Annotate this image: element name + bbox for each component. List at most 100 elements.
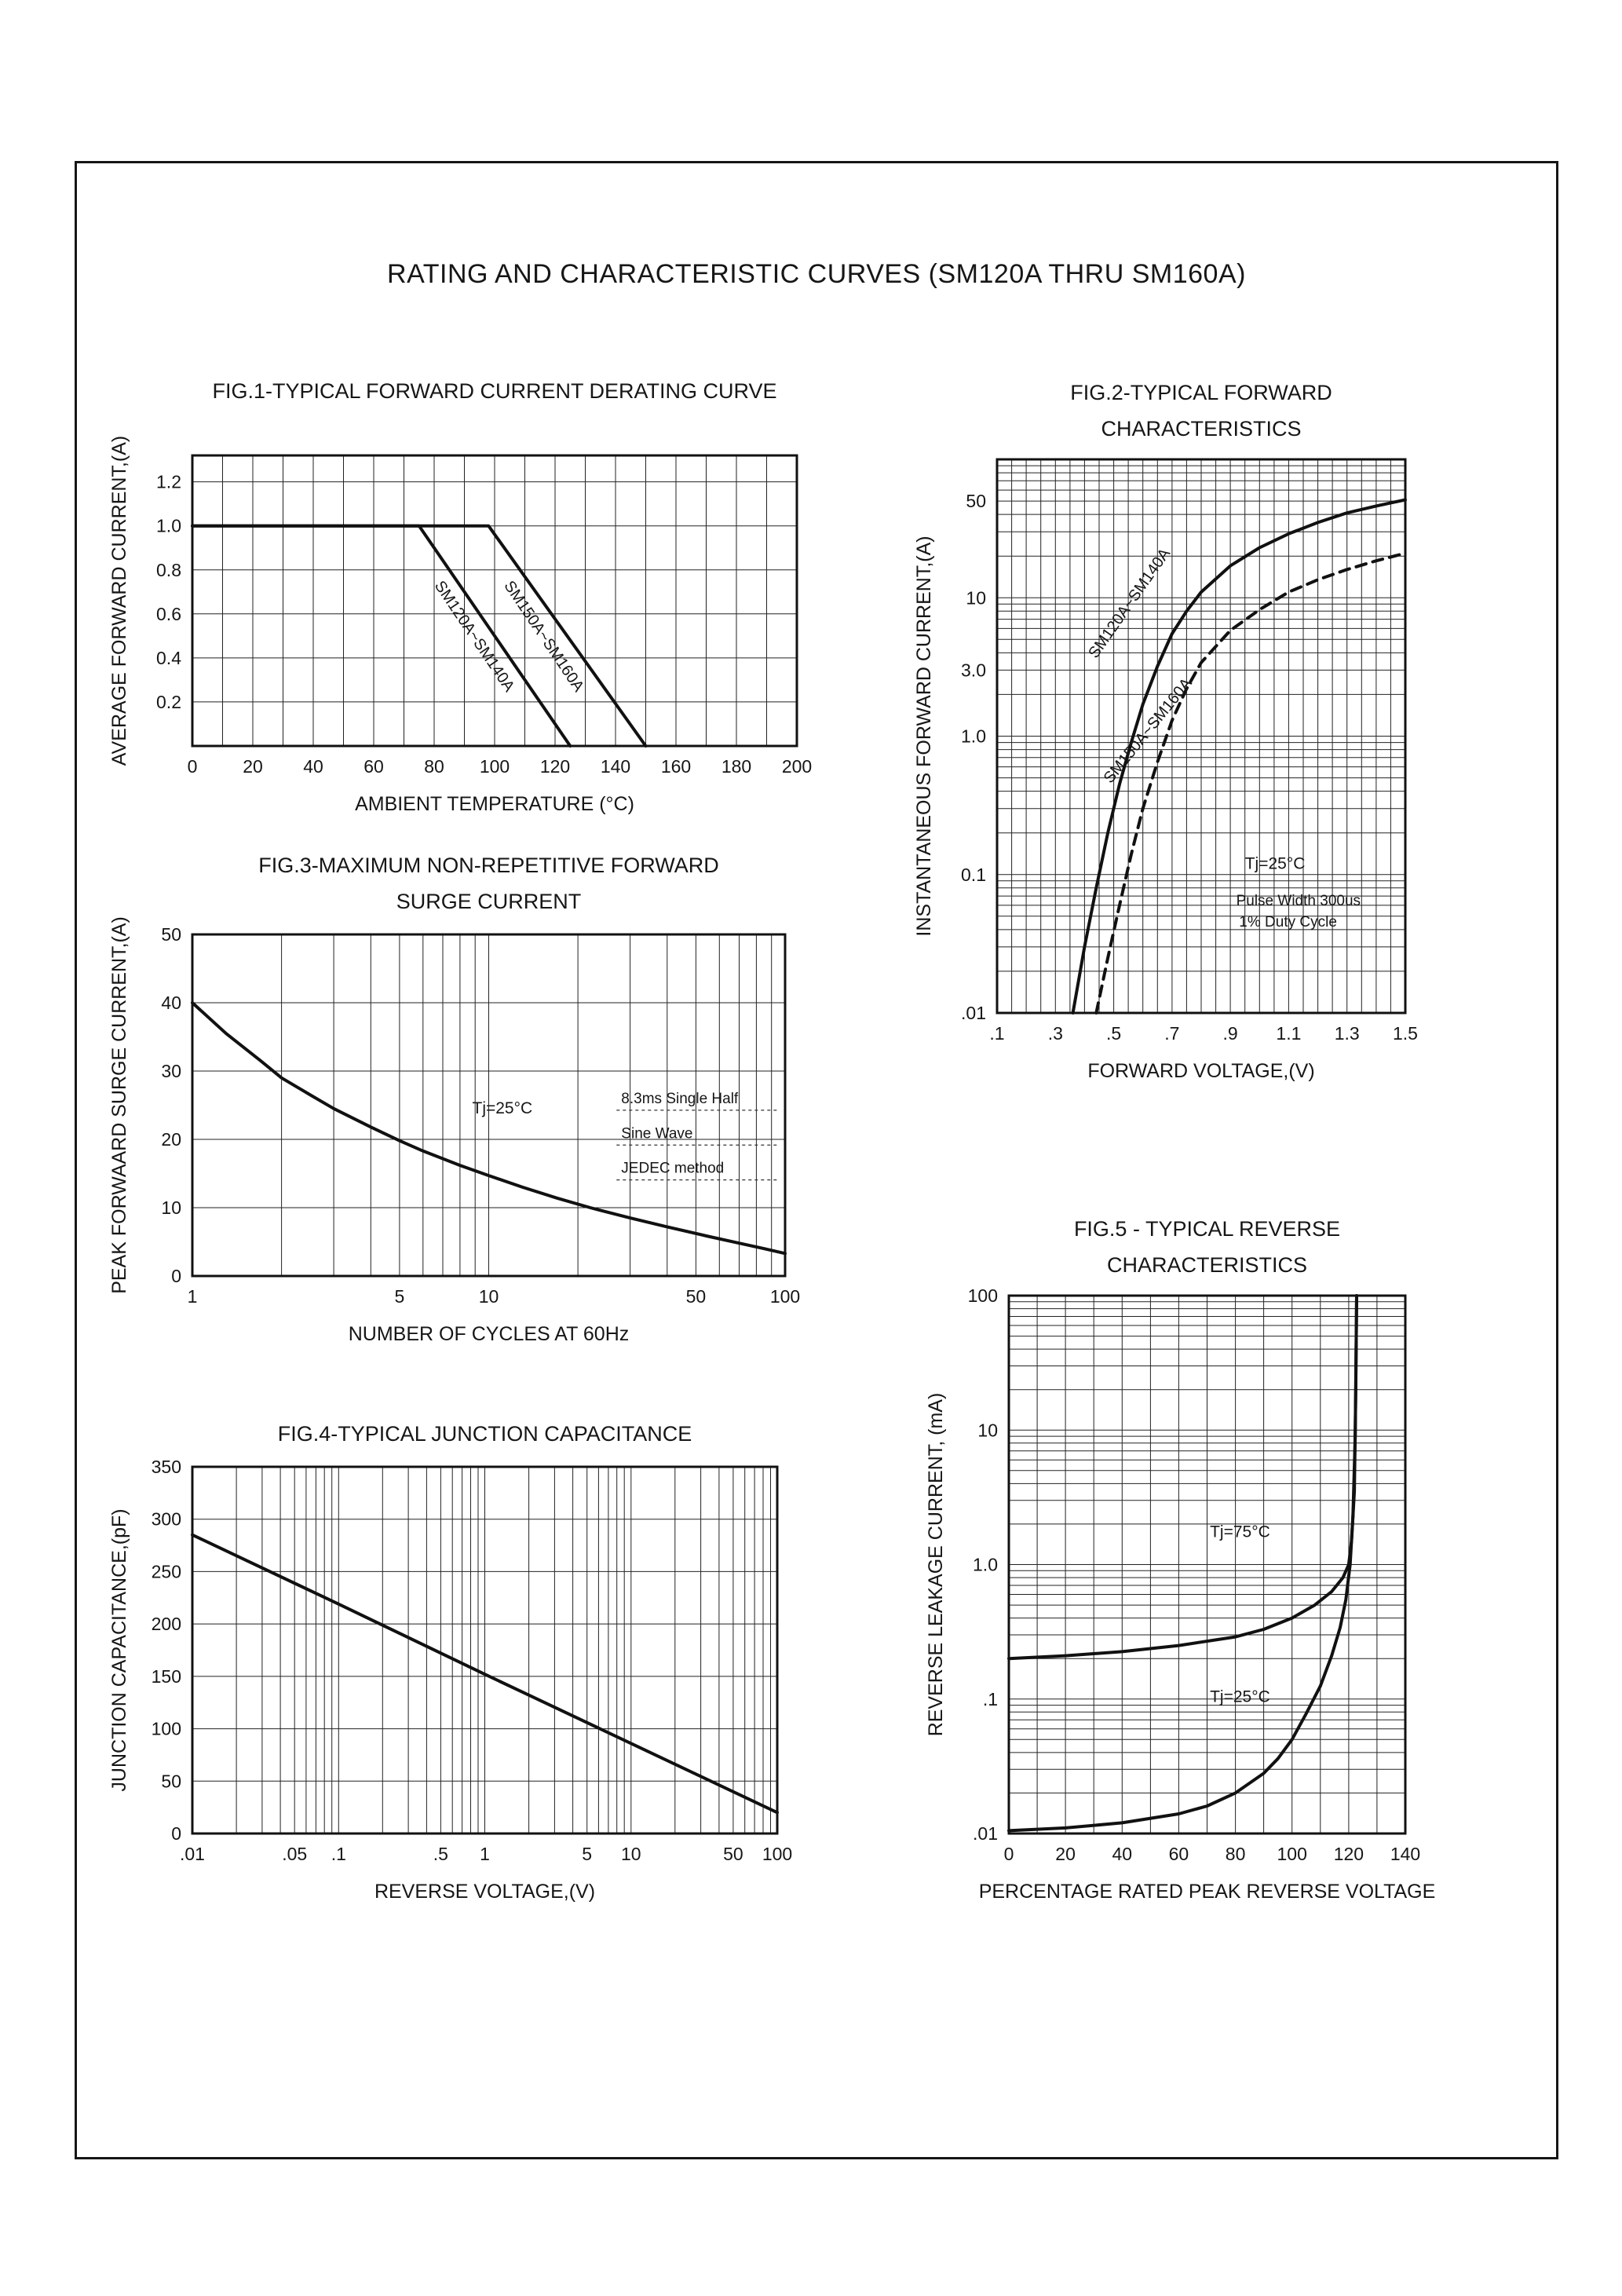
fig3-title: FIG.3-MAXIMUM NON-REPETITIVE FORWARD SUR…: [192, 848, 785, 920]
plot-border: [995, 458, 1407, 1015]
x-tick-label: 0: [1004, 1844, 1014, 1864]
y-tick-label: 0: [171, 1266, 181, 1286]
x-tick-label: 40: [1112, 1844, 1133, 1864]
y-tick-label: 1.0: [961, 726, 986, 747]
y-tick-label: 250: [152, 1561, 181, 1581]
y-tick-label: 150: [152, 1666, 181, 1687]
x-tick-label: 140: [601, 756, 630, 777]
plot-border: [191, 454, 798, 748]
y-tick-label: 3.0: [961, 660, 986, 680]
x-tick-label: .7: [1164, 1023, 1179, 1044]
annotation-text: 1% Duty Cycle: [1239, 914, 1337, 930]
series-curve: [1094, 551, 1407, 1015]
annotation-text: Sine Wave: [621, 1125, 692, 1142]
x-tick-label: 60: [363, 756, 384, 777]
x-tick-label: 1.1: [1276, 1023, 1301, 1044]
y-tick-label: 10: [161, 1197, 181, 1218]
x-axis-label: NUMBER OF CYCLES AT 60Hz: [349, 1323, 630, 1345]
x-tick-label: 20: [1055, 1844, 1076, 1864]
y-tick-label: 0.4: [156, 648, 181, 668]
annotation-text: Tj=75°C: [1210, 1523, 1270, 1541]
x-tick-label: 140: [1390, 1844, 1420, 1864]
annotation-text: Pulse Width 300us: [1237, 893, 1361, 909]
y-tick-label: 50: [161, 924, 181, 945]
plot-border: [1007, 1294, 1407, 1835]
y-tick-label: 50: [966, 491, 986, 511]
x-tick-label: 20: [243, 756, 263, 777]
fig1-derating-chart: 0 20 40 60 80 100 120 140 160 180 200 0.2 0.4 0.6 0.8 1…: [108, 436, 812, 815]
x-tick-label: 50: [723, 1844, 743, 1864]
x-axis-label: FORWARD VOLTAGE,(V): [1087, 1060, 1314, 1082]
y-tick-label: .01: [973, 1823, 998, 1844]
x-tick-label: 10: [621, 1844, 641, 1864]
x-tick-label: 1: [480, 1844, 490, 1864]
series-curve: [1007, 1294, 1358, 1833]
series-curve: [191, 524, 648, 748]
page-title: RATING AND CHARACTERISTIC CURVES (SM120A…: [387, 259, 1246, 289]
x-tick-label: .5: [433, 1844, 448, 1864]
y-tick-label: 20: [161, 1129, 181, 1150]
x-axis-label: PERCENTAGE RATED PEAK REVERSE VOLTAGE: [979, 1881, 1436, 1903]
y-tick-label: 40: [161, 993, 181, 1013]
fig1-title-line1: FIG.1-TYPICAL FORWARD CURRENT DERATING C…: [212, 379, 777, 403]
fig1-title: FIG.1-TYPICAL FORWARD CURRENT DERATING C…: [192, 374, 797, 410]
y-tick-label: 30: [161, 1061, 181, 1081]
annotation-text: Tj=25°C: [473, 1099, 533, 1117]
fig3-title-line1: FIG.3-MAXIMUM NON-REPETITIVE FORWARD: [258, 854, 719, 877]
x-tick-label: 60: [1169, 1844, 1189, 1864]
fig3-title-line2: SURGE CURRENT: [396, 889, 582, 913]
y-tick-label: 100: [152, 1719, 181, 1739]
x-tick-label: 50: [686, 1286, 707, 1307]
x-tick-label: 5: [395, 1286, 405, 1307]
x-tick-label: 120: [1334, 1844, 1364, 1864]
y-tick-label: 100: [968, 1285, 998, 1306]
fig2-title: FIG.2-TYPICAL FORWARD CHARACTERISTICS: [974, 375, 1429, 448]
fig3-surge-current-chart: 1 5 10 50 100 0 10 20 30 40 50 NUMBER OF CYCLES AT …: [108, 916, 800, 1345]
x-tick-label: .1: [989, 1023, 1004, 1044]
series-curve: [191, 1533, 779, 1815]
x-tick-label: 120: [540, 756, 570, 777]
y-axis-label: INSTANTANEOUS FORWARD CURRENT,(A): [913, 536, 935, 936]
x-tick-label: .1: [331, 1844, 346, 1864]
x-tick-label: 40: [303, 756, 323, 777]
fig4-title-line1: FIG.4-TYPICAL JUNCTION CAPACITANCE: [277, 1422, 692, 1446]
fig4-junction-capacitance-chart: .01 .05 .1 .5 1 5 10 50 100 0 50 100 150 200 250 300 350…: [108, 1457, 792, 1903]
x-tick-label: 80: [1226, 1844, 1246, 1864]
y-tick-label: 350: [152, 1457, 181, 1477]
y-tick-label: 1.0: [156, 516, 181, 536]
y-tick-label: 0.8: [156, 560, 181, 580]
y-tick-label: 50: [161, 1771, 181, 1791]
y-tick-label: 1.2: [156, 472, 181, 492]
y-tick-label: 1.0: [973, 1555, 998, 1575]
x-tick-label: 100: [762, 1844, 792, 1864]
x-tick-label: 200: [782, 756, 812, 777]
fig5-reverse-characteristics-chart: 0 20 40 60 80 100 120 140 100 10 1.0 .1 .01 PERCENTAG…: [925, 1285, 1436, 1903]
plot-border: [191, 1465, 779, 1835]
y-tick-label: .1: [983, 1689, 998, 1709]
y-axis-label: AVERAGE FORWARD CURRENT,(A): [108, 436, 130, 766]
x-tick-label: 100: [480, 756, 510, 777]
y-axis-label: JUNCTION CAPACITANCE,(pF): [108, 1508, 130, 1791]
fig5-title: FIG.5 - TYPICAL REVERSE CHARACTERISTICS: [985, 1212, 1429, 1284]
x-tick-label: 10: [479, 1286, 499, 1307]
x-tick-label: 80: [424, 756, 444, 777]
x-tick-label: 1: [188, 1286, 198, 1307]
y-tick-label: 200: [152, 1614, 181, 1634]
x-tick-label: 100: [1277, 1844, 1307, 1864]
page-border: [75, 161, 1558, 2159]
annotation-text: SM120A~SM140A: [431, 578, 518, 696]
x-tick-label: 100: [770, 1286, 800, 1307]
y-tick-label: 0.2: [156, 692, 181, 712]
x-tick-label: 5: [582, 1844, 592, 1864]
x-tick-label: 180: [721, 756, 751, 777]
y-tick-label: 300: [152, 1509, 181, 1530]
series-curve: [191, 1001, 787, 1256]
annotation-text: 8.3ms Single Half: [621, 1091, 739, 1107]
x-tick-label: .05: [282, 1844, 307, 1864]
x-tick-label: 0: [188, 756, 198, 777]
fig5-title-line2: CHARACTERISTICS: [1106, 1252, 1308, 1277]
y-tick-label: .01: [961, 1003, 986, 1023]
y-axis-label: REVERSE LEAKAGE CURRENT, (mA): [925, 1393, 947, 1737]
x-axis-label: REVERSE VOLTAGE,(V): [374, 1881, 595, 1903]
